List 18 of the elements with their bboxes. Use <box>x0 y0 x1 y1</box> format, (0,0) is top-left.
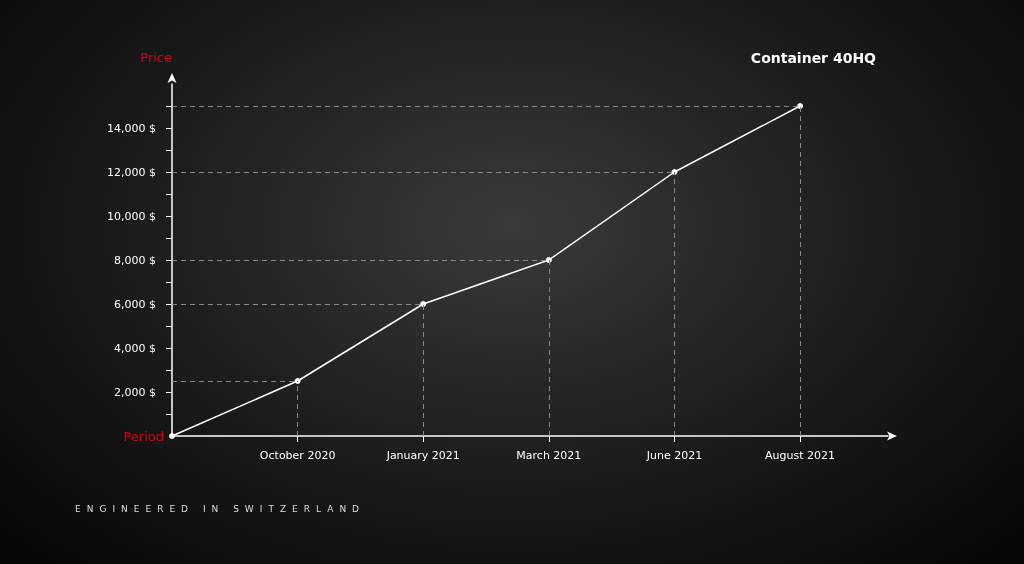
y-tick-label: 10,000 $ <box>107 209 156 223</box>
y-tick-label: 4,000 $ <box>114 341 156 355</box>
x-tick-label: March 2021 <box>516 449 582 462</box>
x-tick-label: August 2021 <box>765 449 836 462</box>
x-tick-label: October 2020 <box>259 449 336 462</box>
chart-title: Container 40HQ <box>750 50 877 66</box>
y-tick-label: 12,000 $ <box>107 165 156 179</box>
y-axis-title: Price <box>140 50 172 65</box>
y-tick-label: 2,000 $ <box>114 385 156 399</box>
y-tick-label: 6,000 $ <box>114 297 156 311</box>
y-tick-label: 14,000 $ <box>107 121 156 135</box>
point <box>420 301 427 307</box>
x-axis-title: Period <box>123 428 164 444</box>
y-tick-label: 8,000 $ <box>114 253 156 267</box>
point <box>169 433 175 439</box>
text: ENGINEERED IN SWITZERLAND <box>75 504 366 514</box>
x-tick-label: January 2021 <box>385 449 460 462</box>
x-tick-label: June 2021 <box>645 449 703 462</box>
